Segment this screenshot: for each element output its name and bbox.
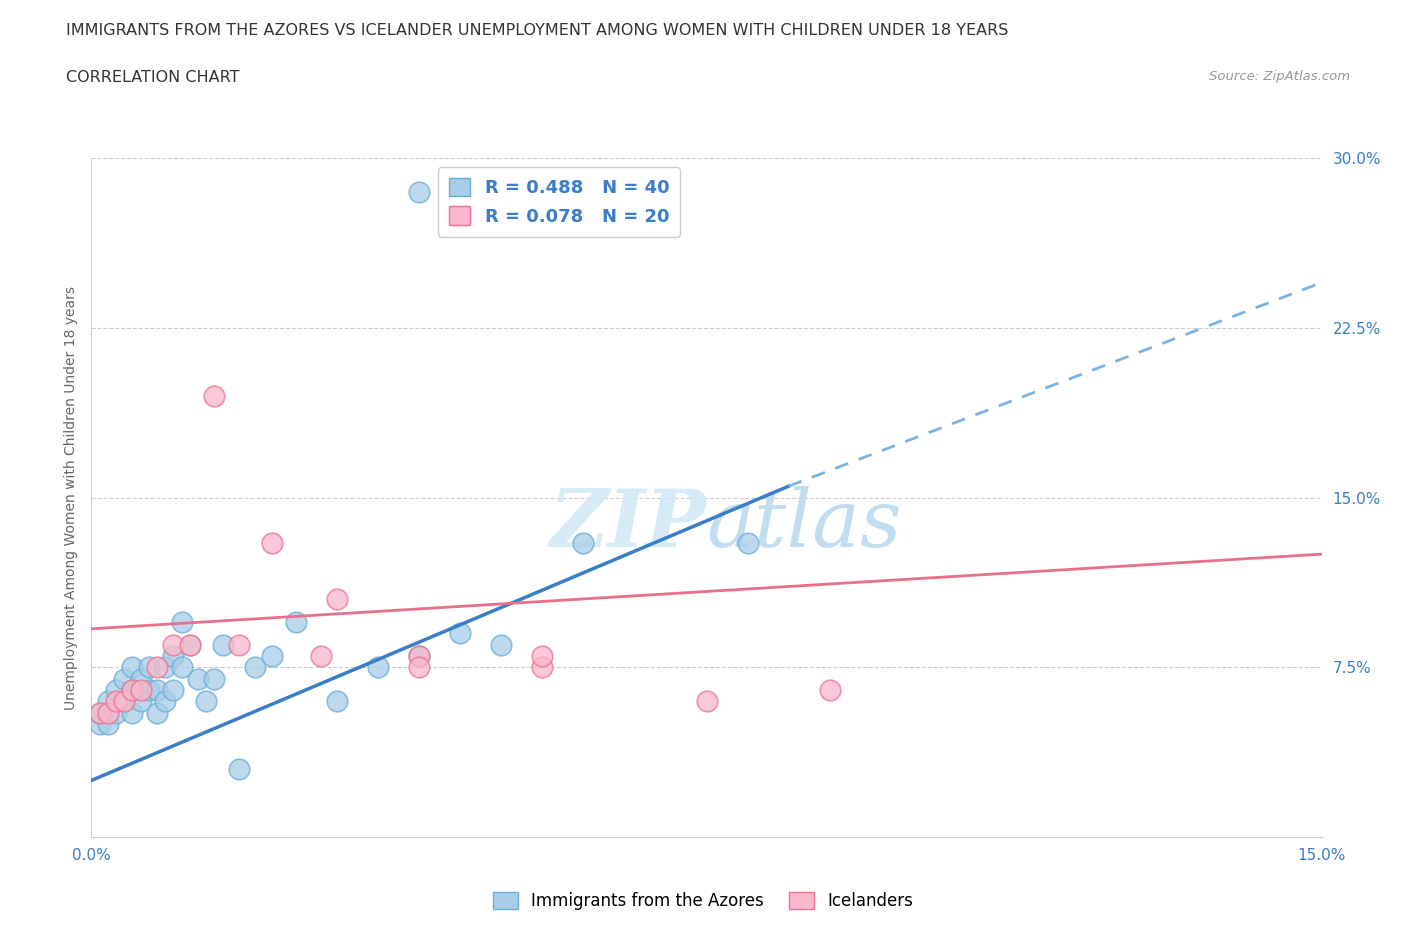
Point	[89, 705, 111, 720]
Point	[162, 648, 184, 663]
Point	[449, 626, 471, 641]
Point	[170, 660, 193, 675]
Point	[179, 637, 201, 652]
Point	[187, 671, 209, 686]
Point	[408, 185, 430, 200]
Point	[695, 694, 717, 709]
Point	[138, 660, 160, 675]
Point	[97, 716, 120, 731]
Point	[260, 648, 283, 663]
Point	[129, 683, 152, 698]
Point	[146, 660, 169, 675]
Text: ZIP: ZIP	[550, 486, 706, 564]
Point	[121, 683, 143, 698]
Legend: Immigrants from the Azores, Icelanders: Immigrants from the Azores, Icelanders	[486, 885, 920, 917]
Point	[97, 694, 120, 709]
Point	[211, 637, 233, 652]
Point	[138, 683, 160, 698]
Point	[179, 637, 201, 652]
Point	[408, 648, 430, 663]
Point	[228, 637, 250, 652]
Point	[326, 592, 349, 607]
Point	[326, 694, 349, 709]
Point	[153, 660, 177, 675]
Point	[146, 705, 169, 720]
Point	[202, 671, 225, 686]
Point	[170, 615, 193, 630]
Point	[162, 637, 184, 652]
Point	[129, 694, 152, 709]
Point	[408, 660, 430, 675]
Point	[195, 694, 218, 709]
Point	[121, 705, 143, 720]
Point	[105, 705, 127, 720]
Point	[89, 705, 111, 720]
Point	[309, 648, 332, 663]
Text: IMMIGRANTS FROM THE AZORES VS ICELANDER UNEMPLOYMENT AMONG WOMEN WITH CHILDREN U: IMMIGRANTS FROM THE AZORES VS ICELANDER …	[66, 23, 1008, 38]
Point	[121, 660, 143, 675]
Y-axis label: Unemployment Among Women with Children Under 18 years: Unemployment Among Women with Children U…	[63, 286, 77, 710]
Point	[202, 389, 225, 404]
Point	[112, 671, 135, 686]
Legend: R = 0.488   N = 40, R = 0.078   N = 20: R = 0.488 N = 40, R = 0.078 N = 20	[437, 167, 681, 236]
Point	[572, 536, 595, 551]
Point	[129, 671, 152, 686]
Point	[121, 683, 143, 698]
Point	[162, 683, 184, 698]
Text: atlas: atlas	[706, 486, 901, 564]
Point	[228, 762, 250, 777]
Point	[105, 694, 127, 709]
Point	[112, 694, 135, 709]
Point	[285, 615, 308, 630]
Point	[146, 683, 169, 698]
Point	[531, 648, 554, 663]
Text: Source: ZipAtlas.com: Source: ZipAtlas.com	[1209, 70, 1350, 83]
Point	[531, 660, 554, 675]
Point	[260, 536, 283, 551]
Point	[89, 716, 111, 731]
Point	[245, 660, 267, 675]
Point	[105, 683, 127, 698]
Point	[818, 683, 841, 698]
Point	[737, 536, 759, 551]
Point	[367, 660, 389, 675]
Point	[112, 694, 135, 709]
Text: CORRELATION CHART: CORRELATION CHART	[66, 70, 239, 85]
Point	[97, 705, 120, 720]
Point	[153, 694, 177, 709]
Point	[408, 648, 430, 663]
Point	[491, 637, 513, 652]
